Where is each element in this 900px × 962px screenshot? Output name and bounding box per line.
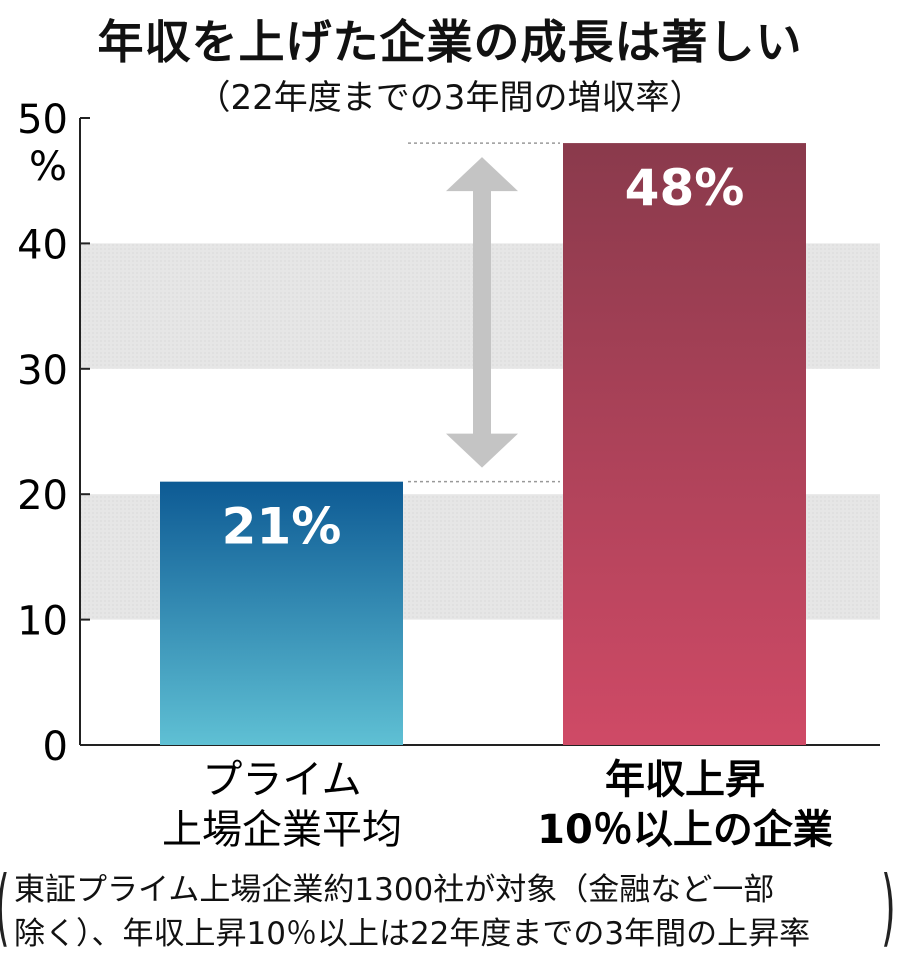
arrow-head-down <box>446 433 518 468</box>
bars: 21% 48% <box>160 143 806 745</box>
footnote-bracket-right: ) <box>881 858 896 956</box>
y-tick-label: 0 <box>43 724 68 770</box>
y-tick-label: 20 <box>17 473 68 519</box>
y-tick-label: 40 <box>17 222 68 268</box>
chart-subtitle: （22年度までの3年間の増収率） <box>196 78 704 118</box>
y-tick-label: 30 <box>17 348 68 394</box>
y-tick-label: 50 <box>17 97 68 143</box>
category-label: 年収上昇 <box>605 757 765 803</box>
arrow-head-up <box>446 157 518 192</box>
footnote-bracket-left: ( <box>0 862 10 952</box>
bar-value-label: 48% <box>625 159 745 217</box>
bar-1 <box>563 143 806 745</box>
chart-title: 年収を上げた企業の成長は著しい <box>97 15 803 69</box>
category-label: 上場企業平均 <box>162 807 402 853</box>
footnote: ( 東証プライム上場企業約1300社が対象（金融など一部 除く）、年収上昇10％… <box>0 858 900 958</box>
bar-0 <box>160 481 403 745</box>
y-tick-label: 10 <box>17 599 68 645</box>
bar-value-label: 21% <box>222 498 342 556</box>
y-axis-unit: % <box>29 144 67 190</box>
footnote-line-1: 東証プライム上場企業約1300社が対象（金融など一部 <box>14 872 775 908</box>
arrow-shaft <box>473 189 491 436</box>
difference-arrow <box>408 142 560 483</box>
category-label: 10％以上の企業 <box>537 807 833 853</box>
category-label: プライム <box>202 757 361 803</box>
footnote-line-2: 除く）、年収上昇10％以上は22年度までの3年間の上昇率 <box>14 916 811 952</box>
